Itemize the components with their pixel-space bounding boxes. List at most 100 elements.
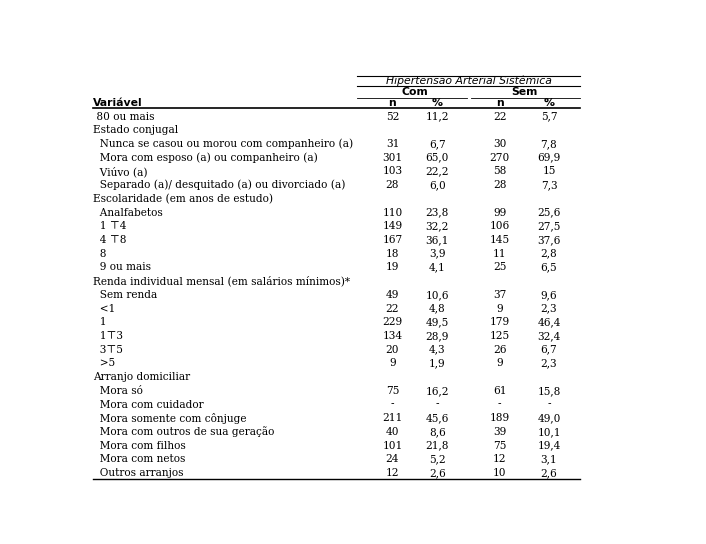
Text: 2,6: 2,6 bbox=[541, 468, 557, 478]
Text: Mora com outros de sua geração: Mora com outros de sua geração bbox=[92, 426, 274, 437]
Text: Hipertensão Arterial Sistêmica: Hipertensão Arterial Sistêmica bbox=[385, 76, 551, 86]
Text: 31: 31 bbox=[385, 139, 399, 149]
Text: 101: 101 bbox=[383, 441, 402, 450]
Text: 20: 20 bbox=[385, 345, 399, 355]
Text: 6,5: 6,5 bbox=[541, 262, 557, 273]
Text: 9,6: 9,6 bbox=[541, 290, 557, 300]
Text: 2,6: 2,6 bbox=[429, 468, 445, 478]
Text: 45,6: 45,6 bbox=[426, 413, 449, 423]
Text: 58: 58 bbox=[493, 166, 506, 176]
Text: Mora com netos: Mora com netos bbox=[92, 454, 185, 465]
Text: %: % bbox=[432, 98, 443, 108]
Text: 12: 12 bbox=[385, 468, 399, 478]
Text: 301: 301 bbox=[383, 153, 402, 163]
Text: 39: 39 bbox=[493, 427, 506, 437]
Text: 11,2: 11,2 bbox=[426, 112, 449, 121]
Text: 65,0: 65,0 bbox=[426, 153, 449, 163]
Text: <1: <1 bbox=[92, 304, 115, 313]
Text: 9: 9 bbox=[496, 358, 503, 368]
Text: 25: 25 bbox=[493, 262, 506, 273]
Text: 5,2: 5,2 bbox=[429, 454, 445, 465]
Text: Arranjo domiciliar: Arranjo domiciliar bbox=[92, 372, 190, 382]
Text: 30: 30 bbox=[493, 139, 506, 149]
Text: 75: 75 bbox=[385, 386, 399, 396]
Text: -: - bbox=[436, 399, 439, 410]
Text: 179: 179 bbox=[490, 317, 510, 327]
Text: Com: Com bbox=[402, 87, 429, 97]
Text: 19,4: 19,4 bbox=[537, 441, 561, 450]
Text: 49,0: 49,0 bbox=[537, 413, 561, 423]
Text: 28,9: 28,9 bbox=[426, 331, 449, 341]
Text: Sem: Sem bbox=[511, 87, 537, 97]
Text: Mora só: Mora só bbox=[92, 386, 143, 396]
Text: 4,1: 4,1 bbox=[429, 262, 445, 273]
Text: Viúvo (a): Viúvo (a) bbox=[92, 166, 147, 177]
Text: 26: 26 bbox=[493, 345, 506, 355]
Text: 24: 24 bbox=[385, 454, 399, 465]
Text: 4,3: 4,3 bbox=[429, 345, 445, 355]
Text: 5,7: 5,7 bbox=[541, 112, 557, 121]
Text: 49: 49 bbox=[385, 290, 399, 300]
Text: Estado conjugal: Estado conjugal bbox=[92, 125, 178, 135]
Text: 49,5: 49,5 bbox=[426, 317, 449, 327]
Text: 80 ou mais: 80 ou mais bbox=[92, 112, 154, 121]
Text: 229: 229 bbox=[383, 317, 402, 327]
Text: -: - bbox=[498, 399, 501, 410]
Text: 27,5: 27,5 bbox=[537, 221, 561, 231]
Text: 99: 99 bbox=[493, 208, 506, 218]
Text: 52: 52 bbox=[385, 112, 399, 121]
Text: Nunca se casou ou morou com companheiro (a): Nunca se casou ou morou com companheiro … bbox=[92, 139, 353, 149]
Text: 25,6: 25,6 bbox=[537, 208, 561, 218]
Text: 15: 15 bbox=[542, 166, 556, 176]
Text: 37,6: 37,6 bbox=[537, 235, 561, 245]
Text: 75: 75 bbox=[493, 441, 506, 450]
Text: 1,9: 1,9 bbox=[429, 358, 445, 368]
Text: 22: 22 bbox=[385, 304, 399, 313]
Text: 9: 9 bbox=[496, 304, 503, 313]
Text: Mora com esposo (a) ou companheiro (a): Mora com esposo (a) ou companheiro (a) bbox=[92, 152, 318, 163]
Text: Variável: Variável bbox=[92, 98, 142, 108]
Text: 110: 110 bbox=[383, 208, 402, 218]
Text: -: - bbox=[390, 399, 394, 410]
Text: 6,0: 6,0 bbox=[429, 180, 445, 190]
Text: 19: 19 bbox=[385, 262, 399, 273]
Text: 167: 167 bbox=[383, 235, 402, 245]
Text: Outros arranjos: Outros arranjos bbox=[92, 468, 183, 478]
Text: Analfabetos: Analfabetos bbox=[92, 208, 162, 218]
Text: 69,9: 69,9 bbox=[537, 153, 561, 163]
Text: %: % bbox=[544, 98, 554, 108]
Text: -: - bbox=[547, 399, 551, 410]
Text: 9 ou mais: 9 ou mais bbox=[92, 262, 150, 273]
Text: 8,6: 8,6 bbox=[429, 427, 445, 437]
Text: >5: >5 bbox=[92, 358, 115, 368]
Text: 10,6: 10,6 bbox=[426, 290, 449, 300]
Text: 46,4: 46,4 bbox=[537, 317, 561, 327]
Text: 106: 106 bbox=[489, 221, 510, 231]
Text: 28: 28 bbox=[493, 180, 506, 190]
Text: 6,7: 6,7 bbox=[541, 345, 557, 355]
Text: 1: 1 bbox=[92, 317, 106, 327]
Text: Escolaridade (em anos de estudo): Escolaridade (em anos de estudo) bbox=[92, 194, 273, 204]
Text: 32,2: 32,2 bbox=[426, 221, 449, 231]
Text: 270: 270 bbox=[489, 153, 510, 163]
Text: 61: 61 bbox=[493, 386, 506, 396]
Text: 12: 12 bbox=[493, 454, 506, 465]
Text: 11: 11 bbox=[493, 249, 506, 259]
Text: Mora com filhos: Mora com filhos bbox=[92, 441, 186, 450]
Text: 7,3: 7,3 bbox=[541, 180, 557, 190]
Text: Sem renda: Sem renda bbox=[92, 290, 157, 300]
Text: 103: 103 bbox=[383, 166, 402, 176]
Text: 134: 134 bbox=[383, 331, 402, 341]
Text: 2,3: 2,3 bbox=[541, 358, 557, 368]
Text: 125: 125 bbox=[490, 331, 510, 341]
Text: 6,7: 6,7 bbox=[429, 139, 445, 149]
Text: 1 ⊤4: 1 ⊤4 bbox=[92, 221, 126, 231]
Text: 10: 10 bbox=[493, 468, 506, 478]
Text: 3⊤5: 3⊤5 bbox=[92, 345, 123, 355]
Text: 16,2: 16,2 bbox=[426, 386, 449, 396]
Text: 3,1: 3,1 bbox=[541, 454, 557, 465]
Text: 211: 211 bbox=[383, 413, 402, 423]
Text: 22: 22 bbox=[493, 112, 506, 121]
Text: 22,2: 22,2 bbox=[426, 166, 449, 176]
Text: 2,8: 2,8 bbox=[541, 249, 557, 259]
